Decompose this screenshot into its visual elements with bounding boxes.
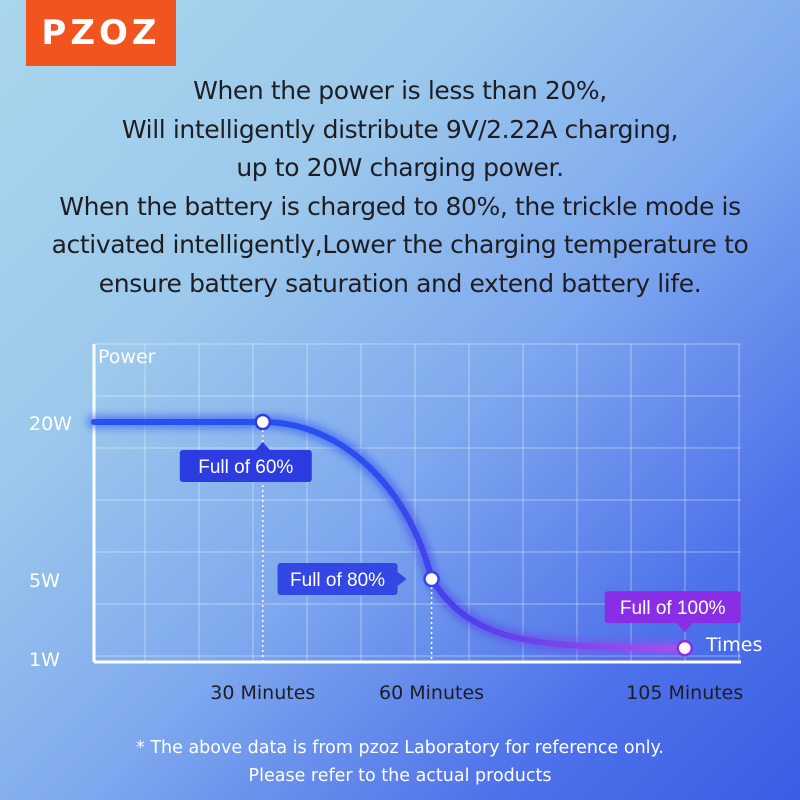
footnote-line-2: Please refer to the actual products bbox=[248, 766, 552, 786]
callout-text: Full of 60% bbox=[198, 457, 293, 478]
headline-line: up to 20W charging power. bbox=[236, 153, 564, 182]
chart-labels: Power Times 20W 5W 1W 30 Minutes 60 Minutes 105… bbox=[29, 346, 762, 704]
brand-logo: PZOZ bbox=[26, 0, 176, 66]
headline-line: activated intelligently,Lower the chargi… bbox=[51, 230, 749, 259]
y-tick-label: 5W bbox=[29, 570, 60, 592]
callout-arrow bbox=[676, 623, 693, 633]
x-tick-label: 60 Minutes bbox=[379, 682, 484, 704]
callout-label: Full of 80% bbox=[277, 563, 407, 595]
y-axis-label: Power bbox=[98, 346, 156, 368]
callout-label: Full of 100% bbox=[604, 591, 741, 633]
headline-line: When the power is less than 20%, bbox=[193, 76, 607, 105]
chart-series bbox=[87, 413, 693, 662]
callout-box bbox=[277, 563, 398, 595]
x-tick-label: 30 Minutes bbox=[210, 682, 315, 704]
x-axis-label: Times bbox=[705, 634, 762, 656]
footnote: * The above data is from pzoz Laboratory… bbox=[0, 734, 800, 790]
callout-text: Full of 100% bbox=[620, 598, 726, 619]
chart-axes bbox=[92, 344, 741, 664]
y-tick-label: 20W bbox=[29, 413, 72, 435]
chart-grid bbox=[94, 343, 741, 662]
y-tick-label: 1W bbox=[29, 649, 60, 671]
data-point bbox=[423, 570, 440, 588]
footnote-line-1: * The above data is from pzoz Laboratory… bbox=[136, 738, 664, 758]
data-point bbox=[254, 413, 272, 431]
callout-label: Full of 60% bbox=[179, 442, 312, 482]
callout-box bbox=[179, 450, 312, 482]
headline: When the power is less than 20%, Will in… bbox=[0, 72, 800, 303]
callout-box bbox=[604, 591, 741, 624]
callout-arrow bbox=[397, 572, 407, 586]
callout-text: Full of 80% bbox=[290, 570, 385, 591]
headline-line: Will intelligently distribute 9V/2.22A c… bbox=[121, 114, 679, 144]
callout-arrow bbox=[255, 442, 270, 450]
headline-line: ensure battery saturation and extend bat… bbox=[98, 268, 702, 298]
headline-line: When the battery is charged to 80%, the … bbox=[59, 191, 741, 221]
x-tick-label: 105 Minutes bbox=[626, 682, 743, 704]
data-point bbox=[676, 639, 693, 657]
brand-logo-text: PZOZ bbox=[41, 13, 161, 53]
